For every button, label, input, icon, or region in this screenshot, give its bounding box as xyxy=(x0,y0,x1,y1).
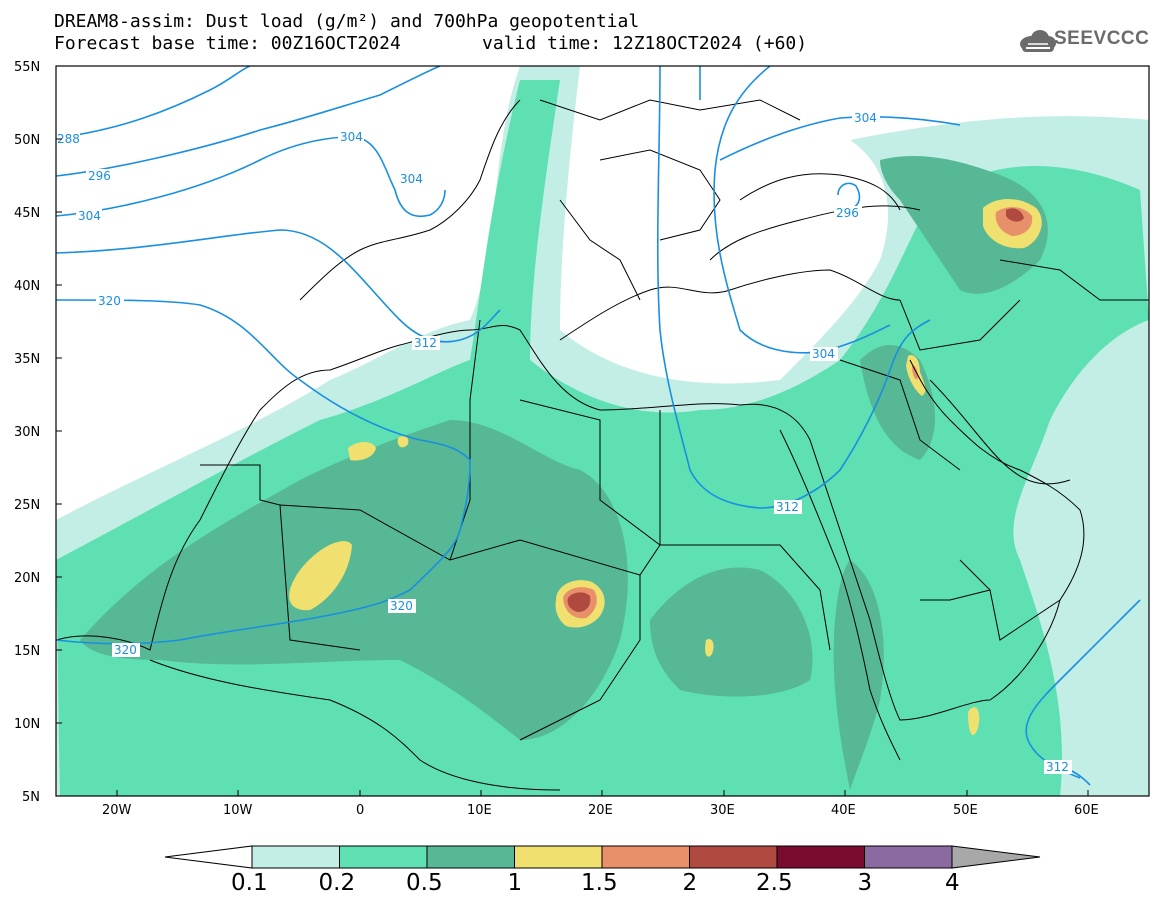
colorbar-label: 0.2 xyxy=(318,870,356,896)
colorbar-swatch xyxy=(251,845,340,869)
lon-label-10e: 10E xyxy=(467,803,492,818)
dust-region-mid xyxy=(80,155,1048,791)
contour-label-304-west: 304 xyxy=(78,209,101,223)
contour-label-304-east: 304 xyxy=(854,111,877,125)
colorbar-swatch xyxy=(339,845,428,869)
contour-label-296: 296 xyxy=(88,169,111,183)
lat-label-45n: 45N xyxy=(14,206,40,221)
contour-label-304-mideast: 304 xyxy=(812,347,835,361)
colorbar-swatch xyxy=(776,845,865,869)
colorbar-label: 4 xyxy=(945,870,960,896)
contour-label-group: 288 296 304 304 304 304 296 312 320 320 … xyxy=(54,111,1072,774)
contour-label-320-sahel: 320 xyxy=(390,599,413,613)
colorbar-arrow-low xyxy=(164,845,253,869)
contour-label-312-ocean: 312 xyxy=(1046,760,1069,774)
lon-label-30e: 30E xyxy=(710,803,735,818)
lon-label-60e: 60E xyxy=(1074,803,1099,818)
lon-label-20e: 20E xyxy=(588,803,613,818)
colorbar xyxy=(164,845,1041,869)
logo-text: SEEVCCC xyxy=(1054,28,1150,49)
lat-label-10n: 10N xyxy=(14,717,40,732)
title-valid-time: valid time: 12Z18OCT2024 (+60) xyxy=(482,33,808,54)
colorbar-label: 3 xyxy=(857,870,873,896)
title-line-1: DREAM8-assim: Dust load (g/m²) and 700hP… xyxy=(54,11,640,32)
lon-label-10w: 10W xyxy=(223,803,253,818)
lon-label-50e: 50E xyxy=(953,803,978,818)
colorbar-swatch xyxy=(864,845,953,869)
colorbar-label: 2.5 xyxy=(756,870,793,896)
lon-label-40e: 40E xyxy=(831,803,856,818)
lat-axis xyxy=(56,65,62,797)
colorbar-label: 0.1 xyxy=(231,870,268,896)
geopotential-contours xyxy=(56,66,1141,786)
cloud-icon xyxy=(1020,30,1056,52)
colorbar-label: 2 xyxy=(682,870,698,896)
colorbar-swatch xyxy=(689,845,778,869)
lat-label-35n: 35N xyxy=(14,352,40,367)
colorbar-swatch xyxy=(601,845,690,869)
lon-label-20w: 20W xyxy=(102,803,132,818)
lat-label-15n: 15N xyxy=(14,644,40,659)
contour-label-320-coast: 320 xyxy=(114,643,137,657)
dust-field xyxy=(56,66,1149,796)
lat-label-40n: 40N xyxy=(14,279,40,294)
colorbar-label: 1 xyxy=(507,870,523,896)
coastlines xyxy=(56,99,1149,791)
lon-axis xyxy=(116,790,1089,796)
logo xyxy=(1020,30,1056,52)
colorbar-arrow-high xyxy=(951,845,1041,869)
colorbar-swatch xyxy=(426,845,515,869)
lat-labels: 55N 50N 45N 40N 35N 30N 25N 20N 15N 10N … xyxy=(14,60,40,805)
lat-label-30n: 30N xyxy=(14,425,40,440)
contour-label-304-france: 304 xyxy=(340,130,363,144)
contour-label-296-east: 296 xyxy=(836,206,859,220)
contour-label-312-redsea: 312 xyxy=(776,500,799,514)
lon-labels: 20W 10W 0 10E 20E 30E 40E 50E 60E xyxy=(102,803,1099,818)
lat-label-20n: 20N xyxy=(14,571,40,586)
colorbar-swatch xyxy=(514,845,603,869)
colorbar-label: 0.5 xyxy=(406,870,443,896)
lat-label-55n: 55N xyxy=(14,60,40,75)
lat-label-25n: 25N xyxy=(14,498,40,513)
contour-label-288: 288 xyxy=(57,132,80,146)
contour-label-312-west: 312 xyxy=(414,336,437,350)
lon-label-0: 0 xyxy=(356,803,364,818)
title-forecast-base: Forecast base time: 00Z16OCT2024 xyxy=(54,33,401,54)
lat-label-5n: 5N xyxy=(22,790,40,805)
contour-label-304-alps: 304 xyxy=(400,172,423,186)
lat-label-50n: 50N xyxy=(14,133,40,148)
colorbar-label: 1.5 xyxy=(581,870,618,896)
contour-label-320-west: 320 xyxy=(98,294,121,308)
